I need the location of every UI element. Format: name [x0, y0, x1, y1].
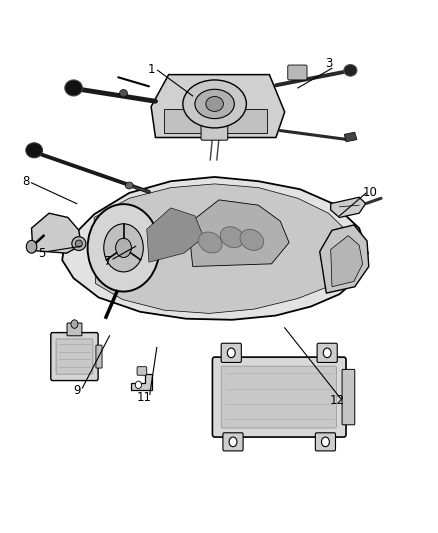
Text: 7: 7: [103, 255, 111, 268]
Polygon shape: [151, 75, 285, 138]
Polygon shape: [94, 184, 350, 313]
Ellipse shape: [195, 89, 234, 119]
Polygon shape: [62, 177, 368, 320]
FancyBboxPatch shape: [317, 343, 337, 362]
FancyBboxPatch shape: [201, 121, 228, 140]
Ellipse shape: [65, 80, 82, 96]
Polygon shape: [331, 236, 363, 287]
Circle shape: [116, 238, 131, 257]
Ellipse shape: [183, 80, 246, 128]
FancyBboxPatch shape: [221, 366, 336, 428]
Circle shape: [229, 437, 237, 447]
FancyBboxPatch shape: [342, 369, 355, 425]
Text: 5: 5: [38, 247, 45, 260]
FancyBboxPatch shape: [137, 367, 147, 375]
FancyBboxPatch shape: [315, 433, 336, 451]
Circle shape: [26, 240, 37, 253]
Ellipse shape: [120, 90, 127, 97]
Ellipse shape: [344, 64, 357, 76]
Ellipse shape: [125, 182, 133, 189]
FancyBboxPatch shape: [221, 343, 241, 362]
FancyBboxPatch shape: [67, 323, 82, 336]
Ellipse shape: [198, 232, 222, 253]
Polygon shape: [32, 213, 81, 253]
Polygon shape: [331, 197, 366, 217]
Text: 1: 1: [147, 63, 155, 76]
Text: 3: 3: [325, 58, 332, 70]
Circle shape: [104, 224, 143, 272]
Ellipse shape: [72, 237, 86, 251]
Circle shape: [135, 381, 141, 389]
Circle shape: [227, 348, 235, 358]
Text: 10: 10: [363, 187, 378, 199]
Ellipse shape: [220, 227, 244, 248]
Text: 8: 8: [23, 175, 30, 188]
FancyBboxPatch shape: [51, 333, 98, 381]
Text: 11: 11: [137, 391, 152, 403]
Ellipse shape: [240, 229, 264, 251]
FancyBboxPatch shape: [288, 65, 307, 80]
FancyBboxPatch shape: [223, 433, 243, 451]
Ellipse shape: [206, 96, 223, 111]
Polygon shape: [188, 200, 289, 266]
Ellipse shape: [26, 143, 42, 158]
FancyBboxPatch shape: [96, 345, 102, 368]
Polygon shape: [320, 225, 369, 293]
Polygon shape: [164, 109, 267, 133]
Circle shape: [321, 437, 329, 447]
Circle shape: [71, 320, 78, 328]
FancyBboxPatch shape: [56, 339, 93, 374]
Ellipse shape: [75, 240, 82, 247]
Circle shape: [88, 204, 159, 292]
Text: 12: 12: [330, 394, 345, 407]
Polygon shape: [147, 208, 204, 262]
Polygon shape: [344, 132, 357, 142]
Circle shape: [323, 348, 331, 358]
Polygon shape: [131, 374, 152, 390]
FancyBboxPatch shape: [212, 357, 346, 437]
Text: 9: 9: [73, 384, 81, 397]
